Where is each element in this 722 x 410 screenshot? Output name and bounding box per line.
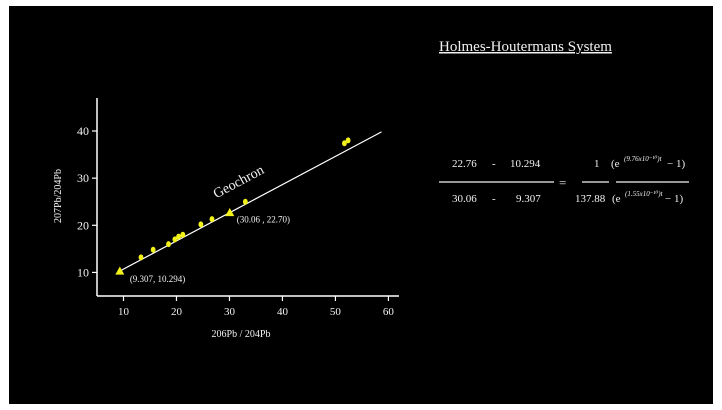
eq-right-den-sup: (1.55x10⁻¹⁰)t [625,190,664,198]
data-point [209,216,215,223]
data-point [198,221,204,228]
series-layer: Geochron (9.307, 10.294) (30.06 , 22.70) [115,131,382,284]
y-tick-label: 40 [77,124,89,138]
data-point [242,198,248,205]
eq-right-den-coef: 137.88 [575,193,606,205]
eq-equals: = [559,175,566,190]
chart: Holmes-Houtermans System 10 20 30 40 50 60 10 2… [53,39,689,340]
x-tick-label: 40 [277,306,289,318]
slide: Holmes-Houtermans System 10 20 30 40 50 60 10 2… [9,6,713,404]
x-tick-label: 20 [171,306,183,318]
geochron-label: Geochron [211,163,267,202]
equation: 22.76 - 10.294 30.06 - 9.307 = 1 (e (9.7… [439,155,689,205]
data-point [345,137,351,144]
data-point [138,254,144,261]
y-tick-label: 10 [77,265,89,279]
eq-right-den-e: (e [612,193,621,205]
eq-left-num-b: 10.294 [510,158,541,170]
x-tick-label: 60 [383,306,395,318]
axis-ticks: 10 20 30 40 50 60 10 20 30 40 [77,124,394,318]
eq-left-num-a: 22.76 [452,158,477,170]
reference-point-label: (30.06 , 22.70) [237,215,290,225]
slide-title: Holmes-Houtermans System [439,39,612,55]
reference-point-marker [225,208,235,217]
y-axis-label: 207Pb/204Pb [53,169,64,223]
reference-point-marker [115,266,125,275]
eq-right-num-tail: − 1) [667,158,685,170]
eq-right-num-sup: (9.76x10⁻¹⁰)t [624,155,663,163]
eq-right-den-tail: − 1) [665,193,683,205]
y-tick-label: 20 [77,218,89,232]
eq-right-num-coef: 1 [594,158,600,170]
reference-point-label: (9.307, 10.294) [130,274,186,284]
geochron-line [116,131,382,274]
eq-left-den-a: 30.06 [452,193,477,205]
data-point [150,246,156,253]
data-point [342,140,347,147]
data-point [176,233,181,240]
x-axis-label: 206Pb / 204Pb [212,329,271,340]
data-point [180,231,186,238]
data-point [166,241,171,248]
eq-left-den-b: 9.307 [516,193,541,205]
x-tick-label: 10 [118,306,130,318]
eq-left-den-op: - [492,193,496,205]
eq-right-num-e: (e [611,158,620,170]
x-tick-label: 50 [330,306,342,318]
data-point [172,236,178,243]
eq-left-num-op: - [492,158,496,170]
x-tick-label: 30 [224,306,236,318]
y-tick-label: 30 [77,171,89,185]
